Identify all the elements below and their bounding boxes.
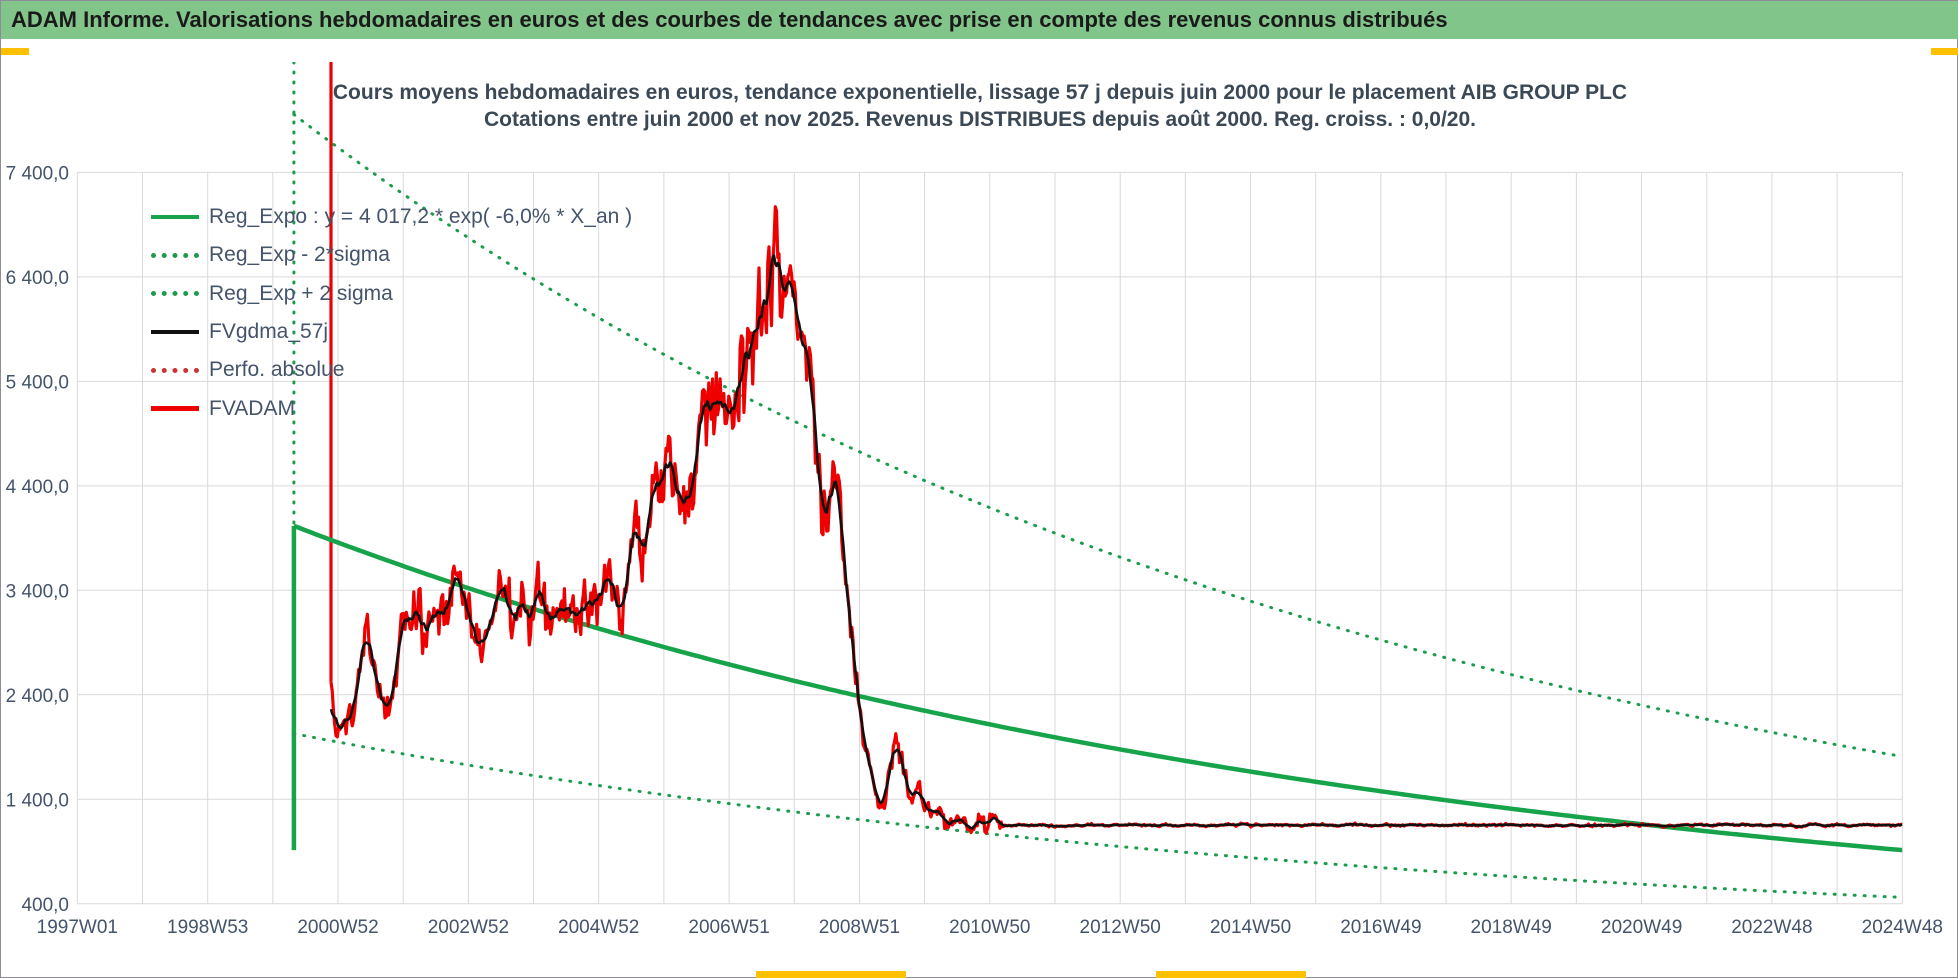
svg-text:7 400,0: 7 400,0 bbox=[6, 163, 69, 184]
svg-text:2004W52: 2004W52 bbox=[558, 917, 639, 938]
svg-text:4 400,0: 4 400,0 bbox=[6, 477, 69, 498]
svg-text:2008W51: 2008W51 bbox=[819, 917, 900, 938]
svg-text:2020W49: 2020W49 bbox=[1601, 917, 1682, 938]
svg-text:1998W53: 1998W53 bbox=[167, 917, 248, 938]
svg-text:2006W51: 2006W51 bbox=[688, 917, 769, 938]
svg-text:2016W49: 2016W49 bbox=[1340, 917, 1421, 938]
svg-text:3 400,0: 3 400,0 bbox=[6, 581, 69, 602]
svg-text:2024W48: 2024W48 bbox=[1862, 917, 1943, 938]
svg-text:1997W01: 1997W01 bbox=[37, 917, 118, 938]
svg-text:2002W52: 2002W52 bbox=[428, 917, 509, 938]
svg-text:2000W52: 2000W52 bbox=[297, 917, 378, 938]
svg-text:400,0: 400,0 bbox=[21, 895, 69, 916]
svg-text:2 400,0: 2 400,0 bbox=[6, 686, 69, 707]
svg-text:2010W50: 2010W50 bbox=[949, 917, 1030, 938]
svg-text:5 400,0: 5 400,0 bbox=[6, 372, 69, 393]
svg-text:2012W50: 2012W50 bbox=[1080, 917, 1161, 938]
svg-text:1 400,0: 1 400,0 bbox=[6, 790, 69, 811]
svg-text:2014W50: 2014W50 bbox=[1210, 917, 1291, 938]
svg-text:2022W48: 2022W48 bbox=[1731, 917, 1812, 938]
svg-text:6 400,0: 6 400,0 bbox=[6, 268, 69, 289]
svg-text:2018W49: 2018W49 bbox=[1471, 917, 1552, 938]
